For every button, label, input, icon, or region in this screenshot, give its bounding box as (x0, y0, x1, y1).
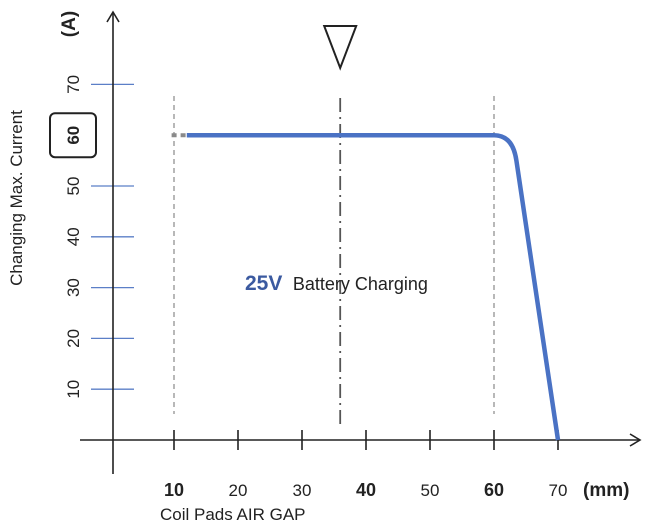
x-tick-label: 70 (549, 481, 568, 500)
y-tick-label: 10 (64, 380, 83, 399)
highlight-y-tick-box (49, 112, 97, 159)
y-tick-label: 60 (64, 126, 83, 145)
annotation-text: Battery Charging (293, 274, 428, 294)
series-line (186, 132, 561, 441)
y-axis-label: Changing Max. Current (7, 110, 26, 286)
axes (80, 10, 642, 474)
y-tick-label: 30 (64, 278, 83, 297)
x-tick-label: 60 (484, 480, 504, 500)
x-tick-label: 20 (229, 481, 248, 500)
x-tick-label: 30 (293, 481, 312, 500)
x-tick-label: 10 (164, 480, 184, 500)
down-triangle-marker-icon (322, 25, 358, 71)
tick-labels: 10 20 30 40 50 60 70 10 20 30 40 50 60 70 (64, 75, 567, 500)
x-tick-label: 40 (356, 480, 376, 500)
x-axis-unit: (mm) (583, 480, 629, 501)
y-axis-arrow-icon (106, 10, 120, 23)
x-axis-arrow-icon (629, 433, 642, 447)
series-group (171, 132, 561, 441)
x-axis-label: Coil Pads AIR GAP (160, 505, 306, 524)
annotation-value: 25V (245, 272, 282, 295)
annotation: 25V Battery Charging (245, 272, 428, 295)
y-tick-label: 50 (64, 177, 83, 196)
y-axis-unit: (A) (59, 11, 80, 37)
guide-lines (173, 96, 495, 428)
y-tick-label: 40 (64, 227, 83, 246)
y-tick-label: 70 (64, 75, 83, 94)
x-tick-label: 50 (421, 481, 440, 500)
y-tick-label: 20 (64, 329, 83, 348)
